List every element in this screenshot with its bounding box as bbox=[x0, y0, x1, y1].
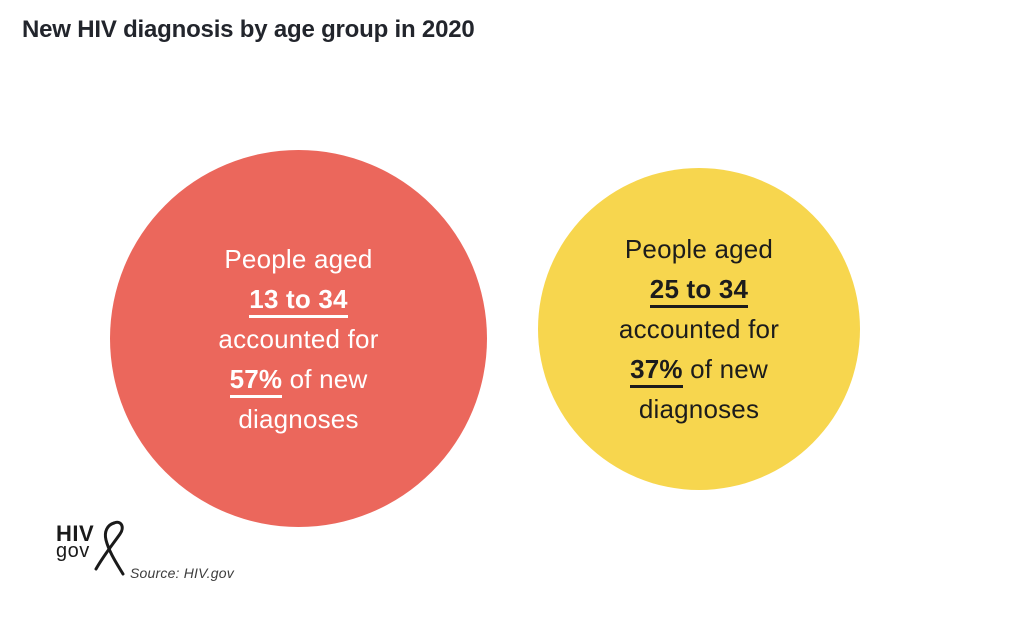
bubble-ages-13-34-text: People aged 13 to 34 accounted for 57% o… bbox=[218, 239, 378, 439]
bubble-line-prefix: People aged bbox=[224, 243, 373, 274]
logo-line-gov: gov bbox=[56, 540, 90, 563]
bubble-line-percent: 57% of new bbox=[218, 359, 378, 399]
age-group-value: 13 to 34 bbox=[249, 283, 348, 318]
bubble-line-middle: accounted for bbox=[218, 323, 379, 354]
bubble-line-last: diagnoses bbox=[638, 394, 760, 424]
bubble-line-age-group: 25 to 34 bbox=[619, 269, 779, 309]
hiv-gov-logo: HIV gov bbox=[56, 518, 129, 578]
percent-suffix: of new bbox=[682, 354, 768, 384]
percent-value: 57% bbox=[229, 363, 283, 398]
bubble-line-age-group: 13 to 34 bbox=[218, 279, 378, 319]
awareness-ribbon-icon bbox=[94, 520, 125, 576]
bubble-line-last: diagnoses bbox=[238, 403, 359, 434]
source-caption: Source: HIV.gov bbox=[130, 565, 234, 581]
bubble-line-percent: 37% of new bbox=[619, 349, 779, 389]
bubble-line-middle: accounted for bbox=[618, 314, 780, 344]
hiv-gov-logo-text: HIV gov bbox=[56, 518, 94, 561]
percent-value: 37% bbox=[630, 354, 683, 388]
bubble-line-prefix: People aged bbox=[624, 234, 774, 264]
age-group-value: 25 to 34 bbox=[649, 274, 749, 308]
percent-suffix: of new bbox=[282, 363, 368, 394]
bubble-ages-25-34-text: People aged 25 to 34 accounted for 37% o… bbox=[619, 229, 779, 429]
logo-line-hiv: HIV bbox=[56, 521, 95, 546]
page-title: New HIV diagnosis by age group in 2020 bbox=[22, 16, 475, 43]
bubble-ages-25-34: People aged 25 to 34 accounted for 37% o… bbox=[538, 168, 860, 490]
bubble-ages-13-34: People aged 13 to 34 accounted for 57% o… bbox=[110, 150, 487, 527]
